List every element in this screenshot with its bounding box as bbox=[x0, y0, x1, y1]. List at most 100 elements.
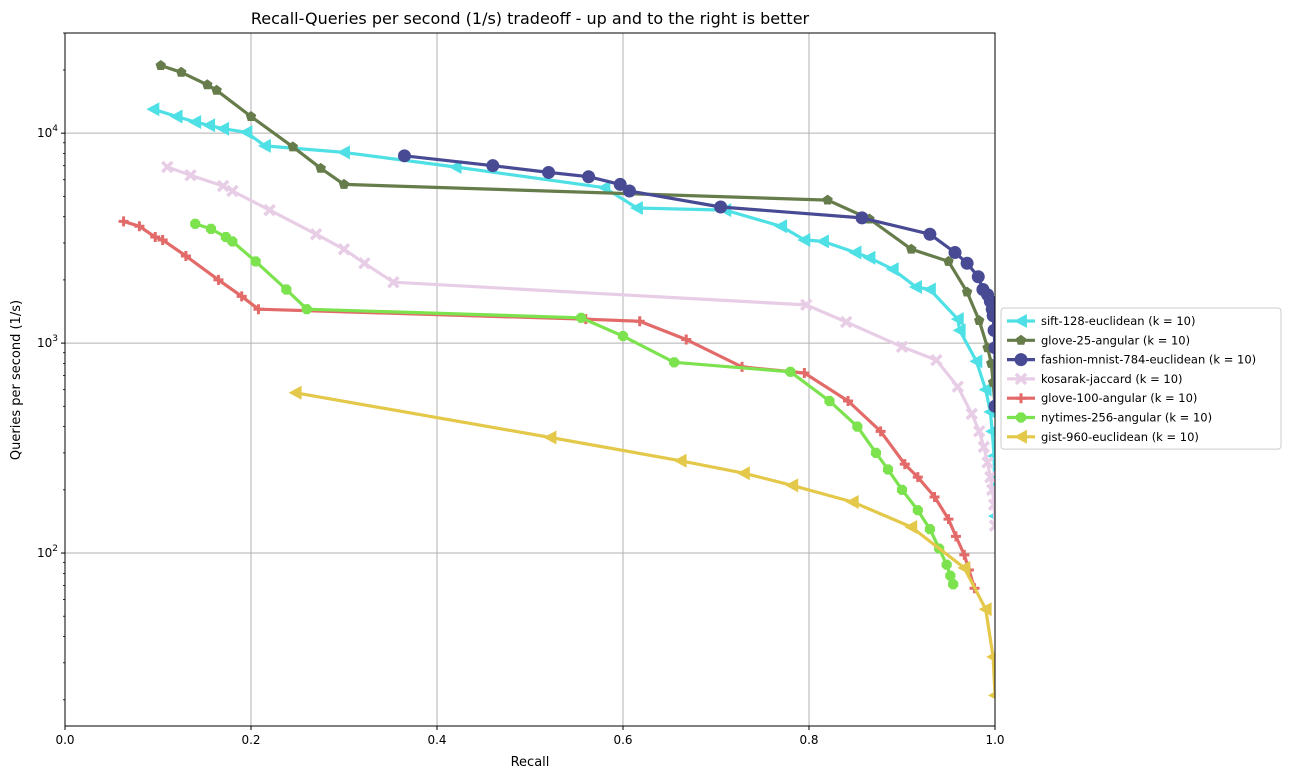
data-point bbox=[799, 368, 810, 379]
data-point bbox=[973, 315, 985, 326]
data-point bbox=[245, 111, 257, 121]
y-tick-label: 104 bbox=[37, 124, 58, 140]
data-point bbox=[987, 376, 995, 387]
y-tick-label: 103 bbox=[37, 334, 58, 350]
data-point bbox=[912, 505, 923, 516]
data-point bbox=[213, 274, 224, 285]
series-layer bbox=[118, 60, 995, 700]
x-axis-label: Recall bbox=[511, 755, 550, 770]
data-point bbox=[929, 491, 940, 502]
data-point bbox=[870, 447, 882, 458]
data-point bbox=[785, 478, 799, 493]
legend-label: glove-100-angular (k = 10) bbox=[1041, 391, 1197, 405]
data-point bbox=[978, 382, 992, 397]
legend-marker bbox=[1014, 353, 1028, 367]
data-point bbox=[885, 262, 899, 277]
legend-marker bbox=[1016, 393, 1026, 404]
series-2 bbox=[397, 149, 995, 413]
data-point bbox=[985, 483, 995, 497]
y-tick-label: 102 bbox=[37, 544, 58, 560]
data-point bbox=[965, 407, 978, 421]
data-point bbox=[387, 275, 400, 289]
data-point bbox=[961, 286, 973, 297]
data-point bbox=[950, 312, 964, 327]
data-point bbox=[542, 165, 556, 179]
y-axis-label: Queries per second (1/s) bbox=[9, 300, 24, 460]
legend: sift-128-euclidean (k = 10) glove-25-angu… bbox=[1000, 307, 1282, 450]
data-point bbox=[971, 270, 985, 284]
data-point bbox=[155, 60, 167, 70]
data-point bbox=[681, 334, 692, 345]
data-point bbox=[957, 560, 971, 575]
series-3 bbox=[161, 160, 995, 532]
plot-background bbox=[65, 33, 995, 726]
data-point bbox=[972, 425, 986, 438]
x-tick-label: 1.0 bbox=[985, 733, 1004, 747]
data-point bbox=[157, 234, 168, 245]
data-point bbox=[315, 162, 326, 173]
data-point bbox=[941, 559, 952, 570]
data-point bbox=[543, 430, 557, 445]
legend-item: gist-960-euclidean (k = 10) bbox=[1007, 429, 1199, 444]
data-point bbox=[952, 323, 966, 338]
data-point bbox=[930, 353, 943, 367]
series-line bbox=[166, 165, 995, 526]
data-point bbox=[338, 178, 350, 189]
data-point bbox=[263, 203, 276, 217]
data-point bbox=[912, 472, 923, 483]
data-point bbox=[988, 399, 995, 413]
data-point bbox=[250, 256, 261, 267]
data-point bbox=[985, 426, 995, 437]
data-point bbox=[617, 331, 629, 342]
data-point bbox=[945, 570, 956, 581]
data-point bbox=[673, 453, 687, 468]
data-point bbox=[281, 284, 292, 295]
legend-label: kosarak-jaccard (k = 10) bbox=[1041, 372, 1183, 386]
data-point bbox=[824, 395, 835, 407]
data-point bbox=[896, 484, 908, 495]
data-point bbox=[986, 652, 995, 662]
data-point bbox=[236, 291, 247, 302]
data-point bbox=[211, 84, 222, 95]
data-point bbox=[951, 380, 965, 393]
data-point bbox=[239, 125, 253, 140]
data-point bbox=[899, 459, 910, 470]
data-point bbox=[184, 169, 197, 182]
legend-marker bbox=[1014, 314, 1027, 328]
data-point bbox=[960, 256, 974, 270]
data-point bbox=[906, 243, 917, 254]
data-point bbox=[613, 177, 627, 191]
data-point bbox=[785, 366, 796, 377]
data-point bbox=[882, 464, 894, 475]
data-point bbox=[774, 219, 788, 234]
data-point bbox=[190, 218, 201, 229]
data-point bbox=[146, 102, 160, 117]
data-point bbox=[309, 228, 323, 241]
data-point bbox=[984, 470, 995, 484]
data-point bbox=[257, 138, 271, 153]
data-point bbox=[923, 227, 937, 241]
series-5 bbox=[190, 218, 959, 590]
data-point bbox=[843, 395, 854, 406]
data-point bbox=[959, 549, 970, 560]
legend-item: sift-128-euclidean (k = 10) bbox=[1007, 314, 1195, 328]
legend-item: glove-100-angular (k = 10) bbox=[1007, 391, 1197, 405]
data-point bbox=[337, 242, 351, 256]
data-point bbox=[118, 216, 129, 227]
data-point bbox=[227, 236, 238, 247]
data-point bbox=[714, 200, 728, 214]
data-point bbox=[202, 79, 213, 90]
plot-frame bbox=[64, 32, 996, 727]
series-6 bbox=[288, 385, 995, 700]
legend-box bbox=[1000, 307, 1282, 450]
data-point bbox=[875, 426, 886, 437]
data-point bbox=[862, 250, 876, 265]
data-point bbox=[950, 531, 961, 542]
data-point bbox=[180, 250, 191, 261]
data-point bbox=[799, 298, 813, 312]
data-point bbox=[176, 66, 187, 77]
data-point bbox=[987, 323, 995, 337]
data-point bbox=[448, 159, 462, 174]
data-point bbox=[904, 520, 918, 535]
data-point bbox=[623, 184, 637, 198]
